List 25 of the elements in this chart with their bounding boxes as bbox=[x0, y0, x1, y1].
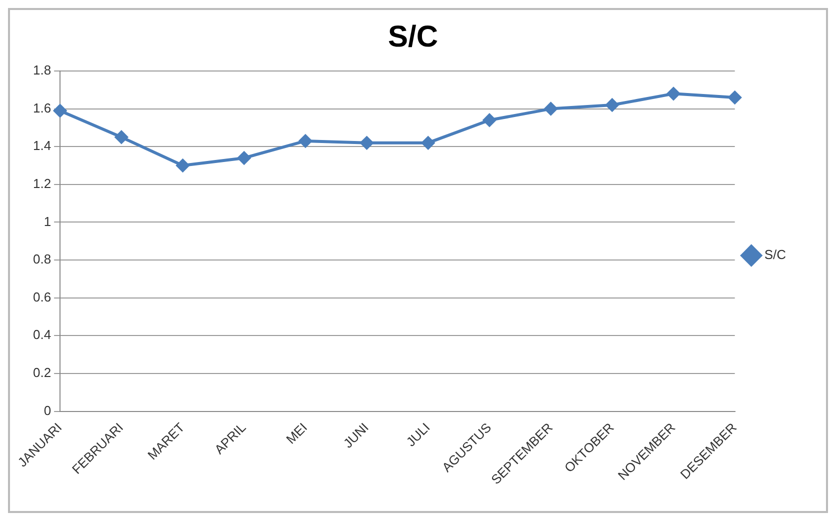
y-tick-label: 1 bbox=[44, 214, 52, 229]
legend-label: S/C bbox=[764, 247, 786, 262]
point bbox=[422, 136, 435, 150]
point bbox=[482, 114, 496, 127]
x-tick-label: MEI bbox=[283, 420, 310, 447]
point bbox=[666, 87, 680, 100]
y-tick-label: 0.2 bbox=[32, 365, 52, 380]
y-tick-label: 0.6 bbox=[32, 289, 52, 304]
point bbox=[176, 159, 190, 172]
y-tick-label: 0.8 bbox=[32, 252, 52, 267]
point bbox=[114, 130, 128, 144]
y-tick-label: 1.8 bbox=[32, 62, 52, 78]
point bbox=[606, 98, 619, 112]
point bbox=[54, 104, 67, 118]
y-tick-label: 0 bbox=[44, 402, 52, 418]
y-tick-label: 1.4 bbox=[32, 138, 52, 154]
chart-title: S/C bbox=[388, 20, 438, 54]
point bbox=[544, 102, 558, 116]
point bbox=[238, 151, 251, 164]
point bbox=[298, 134, 312, 148]
y-tick-label: 0.4 bbox=[32, 327, 52, 342]
y-tick-label: 1.2 bbox=[32, 176, 52, 191]
point bbox=[728, 90, 742, 104]
y-tick-label: 1.6 bbox=[32, 100, 52, 116]
point bbox=[360, 136, 374, 150]
